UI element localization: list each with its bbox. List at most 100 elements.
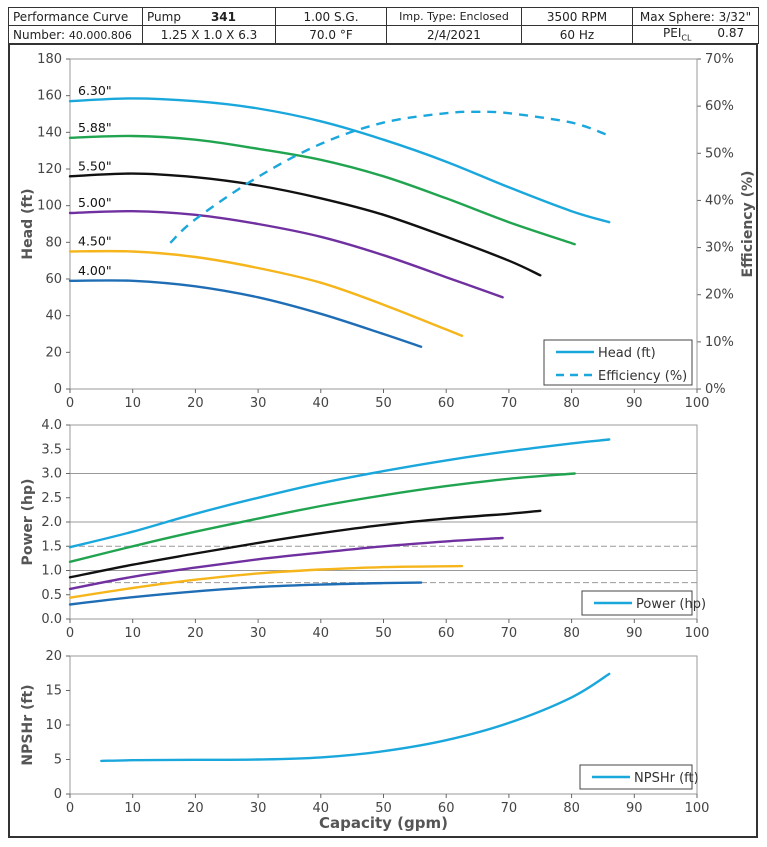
head-y2-tick-label: 60% [705,99,734,114]
npshr-x-tick-label: 0 [66,801,74,816]
power-legend-label: Power (hp) [636,597,706,612]
npshr-x-tick-label: 100 [685,801,710,816]
head-y2-tick-label: 30% [705,241,734,256]
number-label: Number: [13,27,66,42]
head-x-tick-label: 80 [563,396,580,411]
power-x-tick-label: 70 [501,626,518,641]
head-x-tick-label: 30 [250,396,267,411]
head-y2-tick-label: 20% [705,288,734,303]
power-y-tick-label: 3.5 [41,442,62,457]
power-x-tick-label: 80 [563,626,580,641]
power-curve-d550 [68,509,542,579]
head-legend-box [543,339,693,386]
npshr-y-tick-label: 15 [45,684,62,699]
power-y-tick-label: 4.0 [41,418,62,433]
head-legend-label: Head (ft) [598,346,656,361]
power-x-tick-label: 40 [313,626,330,641]
head-y-tick-label: 40 [45,309,62,324]
pei-sub: CL [681,33,692,43]
head-y-tick-label: 140 [37,125,62,140]
head-x-tick-label: 10 [124,396,141,411]
power-y-tick-label: 2.5 [41,491,62,506]
power-y-tick-label: 0.5 [41,588,62,603]
x-axis-label: Capacity (gpm) [319,814,448,832]
power-x-tick-label: 20 [187,626,204,641]
head-x-tick-label: 0 [66,396,74,411]
head-curve-d588 [68,134,576,246]
power-x-tick-label: 10 [124,626,141,641]
impeller-diameter-label: 5.00" [78,195,112,210]
header-temp: 70.0 °F [275,25,387,44]
power-y-tick-label: 0.0 [41,612,62,627]
power-y-tick-label: 1.5 [41,539,62,554]
power-x-tick-label: 90 [626,626,643,641]
head-y-tick-label: 60 [45,272,62,287]
head-y2-tick-label: 70% [705,52,734,67]
npshr-x-tick-label: 60 [438,801,455,816]
head-x-tick-label: 20 [187,396,204,411]
npshr-x-tick-label: 20 [187,801,204,816]
head-y2-tick-label: 40% [705,193,734,208]
power-x-tick-label: 30 [250,626,267,641]
pump-value: 341 [210,9,236,24]
head-y-tick-label: 20 [45,345,62,360]
head-y-tick-label: 160 [37,89,62,104]
impeller-diameter-label: 6.30" [78,83,112,98]
head-y-tick-label: 180 [37,52,62,67]
header-row-1: Performance Curve Pump 341 1.00 S.G. Imp.… [8,7,759,26]
power-curve-d450 [68,564,464,599]
head-x-tick-label: 70 [501,396,518,411]
npshr-y-tick-label: 10 [45,718,62,733]
power-curve-d630 [68,438,611,549]
head-x-tick-label: 40 [313,396,330,411]
power-y-tick-label: 1.0 [41,564,62,579]
header-size: 1.25 X 1.0 X 6.3 [142,25,276,44]
npshr-curve [100,672,611,763]
impeller-diameter-label: 4.00" [78,263,112,278]
npshr-y-tick-label: 20 [45,649,62,664]
npshr-x-tick-label: 70 [501,801,518,816]
npshr-x-tick-label: 50 [375,801,392,816]
power-x-tick-label: 50 [375,626,392,641]
pei-value: 0.87 [717,26,745,41]
power-y-axis-label: Power (hp) [20,479,36,566]
impeller-diameter-label: 5.50" [78,158,112,173]
npshr-y-tick-label: 5 [54,753,62,768]
head-curve-d550 [68,172,542,277]
head-curve-d450 [68,249,464,337]
header-max-sphere: Max Sphere: 3/32" [632,7,759,26]
head-x-tick-label: 50 [375,396,392,411]
power-y-tick-label: 3.0 [41,467,62,482]
head-y-axis-label: Head (ft) [20,188,36,259]
head-y-tick-label: 0 [54,382,62,397]
head-x-tick-label: 90 [626,396,643,411]
head-legend-label: Efficiency (%) [598,369,687,384]
header-table: Performance Curve Pump 341 1.00 S.G. Imp.… [8,7,759,44]
head-y-tick-label: 100 [37,199,62,214]
pump-label: Pump [147,9,181,24]
number-value: 40.000.806 [68,28,132,42]
npshr-x-tick-label: 30 [250,801,267,816]
head-curve-d630 [68,97,611,224]
npshr-x-tick-label: 90 [626,801,643,816]
npshr-x-tick-label: 40 [313,801,330,816]
head-curve-d500 [68,209,504,299]
head-y2-tick-label: 0% [705,382,726,397]
head-curve-d400 [68,279,423,348]
pei-label: PEI [663,26,682,41]
head-y2-tick-label: 10% [705,335,734,350]
head-y-tick-label: 120 [37,162,62,177]
npshr-y-tick-label: 0 [54,787,62,802]
impeller-diameter-label: 4.50" [78,234,112,249]
impeller-diameter-label: 5.88" [78,120,112,135]
head-x-tick-label: 100 [685,396,710,411]
power-curve-d500 [68,536,504,591]
chart-frame [8,43,758,838]
power-y-tick-label: 2.0 [41,515,62,530]
head-x-tick-label: 60 [438,396,455,411]
power-curve-d400 [68,581,423,606]
head-y2-axis-label: Efficiency (%) [740,171,756,278]
efficiency-curve [169,110,607,244]
power-x-tick-label: 60 [438,626,455,641]
